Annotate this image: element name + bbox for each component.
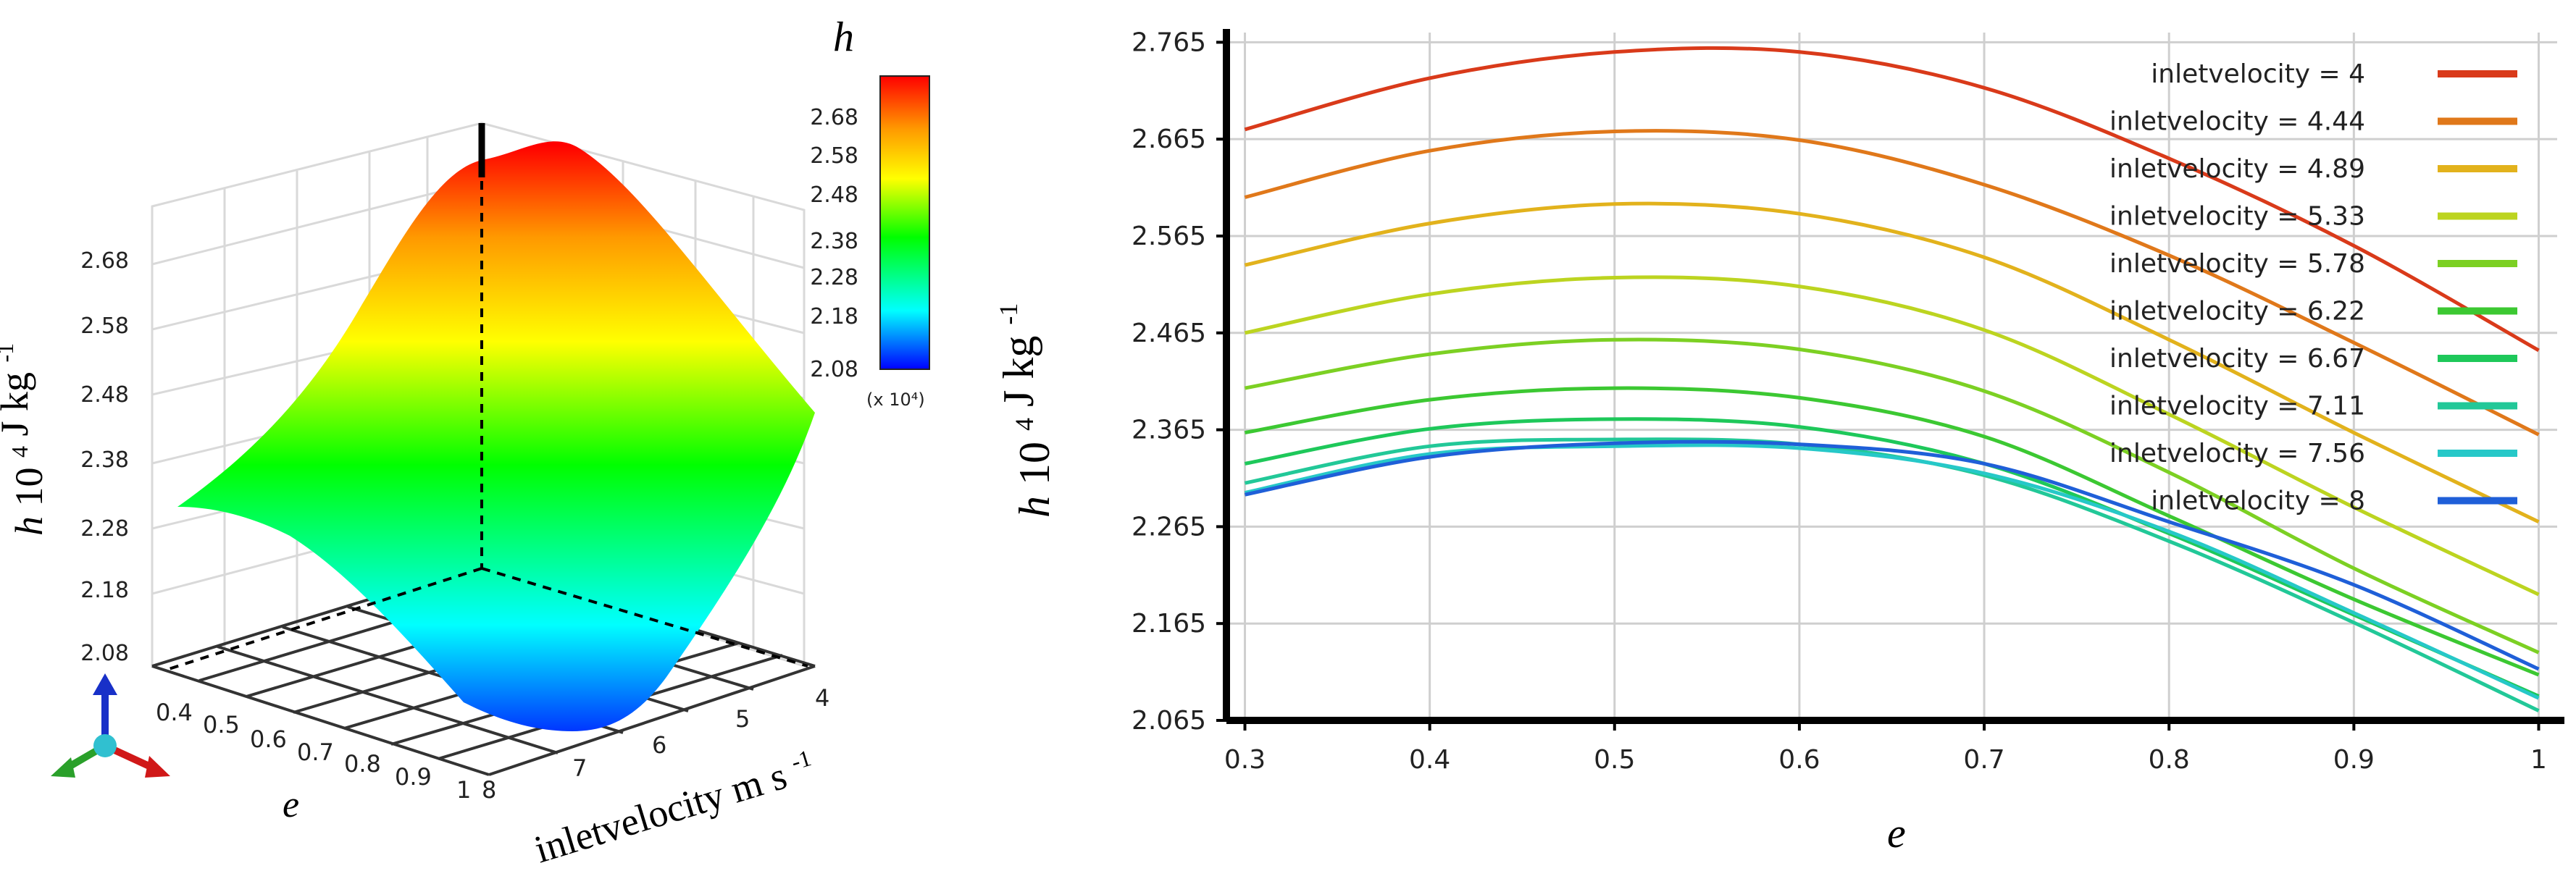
series-line-6 xyxy=(1245,417,2540,698)
series-line-1 xyxy=(1244,129,2540,437)
z-axis-label: h 10 4 J kg -1 xyxy=(0,343,51,536)
x-tick-label: 1 xyxy=(2530,745,2547,775)
x-tick-label: 0.8 xyxy=(2149,745,2190,775)
z-axis-ticks: 2.68 2.58 2.48 2.38 2.28 2.18 2.08 xyxy=(80,248,129,666)
x-tick-label: 0.3 xyxy=(1224,745,1266,775)
y-axis-label-symbol: h xyxy=(1011,496,1058,518)
e-tick-label: 0.8 xyxy=(344,750,381,778)
e-tick-label: 0.7 xyxy=(297,739,334,766)
z-axis-label-exp: 4 xyxy=(7,446,33,458)
v-axis-label-unit-exp: -1 xyxy=(788,744,814,775)
x-tick-label: 0.4 xyxy=(1409,745,1450,775)
colorbar-title: h xyxy=(833,13,854,60)
h-surface xyxy=(177,141,815,732)
series-line-8 xyxy=(1244,443,2540,700)
z-tick-label: 2.48 xyxy=(80,382,129,408)
x-axis-label: e xyxy=(1887,809,1906,857)
z-axis-label-unit: J kg xyxy=(0,372,36,437)
v-tick-label: 5 xyxy=(735,705,750,733)
z-tick-label: 2.18 xyxy=(80,578,129,603)
v-axis-ticks: 8 7 6 5 4 xyxy=(482,684,829,804)
legend-label: inletvelocity = 6.22 xyxy=(2109,297,2365,327)
y-axis-ticks: 2.765 2.665 2.565 2.465 2.365 2.265 2.165 2.065 xyxy=(1132,28,1226,736)
y-axis-label-base: 10 xyxy=(1011,442,1058,485)
series-line-0 xyxy=(1244,46,2540,353)
z-axis-label-unit-exp: -1 xyxy=(0,343,18,363)
z-tick-label: 2.28 xyxy=(80,516,129,542)
series-line-7 xyxy=(1245,437,2540,712)
e-axis-label: e xyxy=(283,784,299,825)
legend-label: inletvelocity = 7.11 xyxy=(2109,392,2365,421)
y-axis-label-unit-exp: -1 xyxy=(994,303,1023,325)
legend-label: inletvelocity = 4.44 xyxy=(2109,107,2365,137)
e-tick-label: 0.9 xyxy=(395,763,432,791)
y-tick-label: 2.265 xyxy=(1132,512,1206,542)
z-tick-label: 2.68 xyxy=(80,248,129,274)
series-lines xyxy=(1244,46,2540,712)
legend-label: inletvelocity = 8 xyxy=(2151,487,2365,516)
z-tick-label: 2.08 xyxy=(80,641,129,666)
legend-label: inletvelocity = 4.89 xyxy=(2109,154,2365,184)
e-tick-label: 0.4 xyxy=(156,699,193,726)
colorbar xyxy=(879,75,930,370)
e-tick-label: 0.5 xyxy=(203,711,240,739)
y-tick-label: 2.065 xyxy=(1132,706,1206,736)
series-line-9 xyxy=(1244,439,2540,671)
colorbar-tick-label: 2.38 xyxy=(810,229,858,254)
v-tick-label: 6 xyxy=(652,731,666,759)
e-tick-label: 1 xyxy=(456,776,471,804)
series-line-3 xyxy=(1244,275,2540,597)
z-tick-label: 2.58 xyxy=(80,314,129,339)
y-tick-label: 2.765 xyxy=(1132,28,1206,57)
colorbar-tick-label: 2.18 xyxy=(810,304,858,329)
series-line-4 xyxy=(1245,337,2540,655)
y-axis-label: h 10 4 J kg -1 xyxy=(994,303,1058,518)
y-axis-label-exp: 4 xyxy=(1010,418,1039,431)
colorbar-ticks: 2.68 2.58 2.48 2.38 2.28 2.18 2.08 xyxy=(810,105,858,382)
legend-label: inletvelocity = 4 xyxy=(2151,59,2365,89)
x-tick-label: 0.9 xyxy=(2333,745,2375,775)
y-tick-label: 2.665 xyxy=(1132,125,1206,154)
x-tick-label: 0.6 xyxy=(1778,745,1820,775)
colorbar-unit: (x 10⁴) xyxy=(866,390,925,410)
legend: inletvelocity = 4 inletvelocity = 4.44 inl… xyxy=(2109,59,2517,516)
z-axis-label-base: 10 xyxy=(7,468,51,507)
legend-label: inletvelocity = 7.56 xyxy=(2109,439,2365,468)
e-axis-ticks: 0.4 0.5 0.6 0.7 0.8 0.9 1 xyxy=(156,699,471,804)
hidden-edges xyxy=(166,181,808,671)
series-line-5 xyxy=(1245,386,2540,677)
x-tick-label: 0.5 xyxy=(1594,745,1635,775)
legend-label: inletvelocity = 5.78 xyxy=(2109,249,2365,279)
x-tick-label: 0.7 xyxy=(1963,745,2004,775)
v-tick-label: 7 xyxy=(572,754,587,782)
grid-lines xyxy=(1226,33,2557,722)
z-axis-label-symbol: h xyxy=(7,516,51,536)
z-tick-label: 2.38 xyxy=(80,447,129,473)
y-tick-label: 2.565 xyxy=(1132,222,1206,251)
v-axis-label-main: inletvelocity xyxy=(530,773,729,871)
colorbar-tick-label: 2.28 xyxy=(810,265,858,290)
y-tick-label: 2.365 xyxy=(1132,416,1206,445)
colorbar-tick-label: 2.08 xyxy=(810,357,858,382)
legend-label: inletvelocity = 6.67 xyxy=(2109,344,2365,374)
v-tick-label: 4 xyxy=(815,684,829,712)
line-chart-panel: 2.765 2.665 2.565 2.465 2.365 2.265 2.165 2.065… xyxy=(994,28,2564,857)
colorbar-tick-label: 2.48 xyxy=(810,182,858,208)
colorbar-tick-label: 2.58 xyxy=(810,143,858,169)
colorbar-tick-label: 2.68 xyxy=(810,105,858,130)
x-axis-ticks: 0.3 0.4 0.5 0.6 0.7 0.8 0.9 1 xyxy=(1224,720,2547,775)
surface-plot-panel: 2.68 2.58 2.48 2.38 2.28 2.18 2.08 h 10 … xyxy=(0,13,930,871)
v-tick-label: 8 xyxy=(482,776,496,804)
v-axis-label-unit: m s xyxy=(726,754,792,812)
e-tick-label: 0.6 xyxy=(250,725,287,753)
series-line-2 xyxy=(1244,201,2540,523)
y-tick-label: 2.465 xyxy=(1132,319,1206,348)
y-tick-label: 2.165 xyxy=(1132,609,1206,639)
orientation-triad-icon xyxy=(51,673,170,778)
y-axis-label-unit: J kg xyxy=(995,336,1042,407)
legend-label: inletvelocity = 5.33 xyxy=(2109,202,2365,232)
